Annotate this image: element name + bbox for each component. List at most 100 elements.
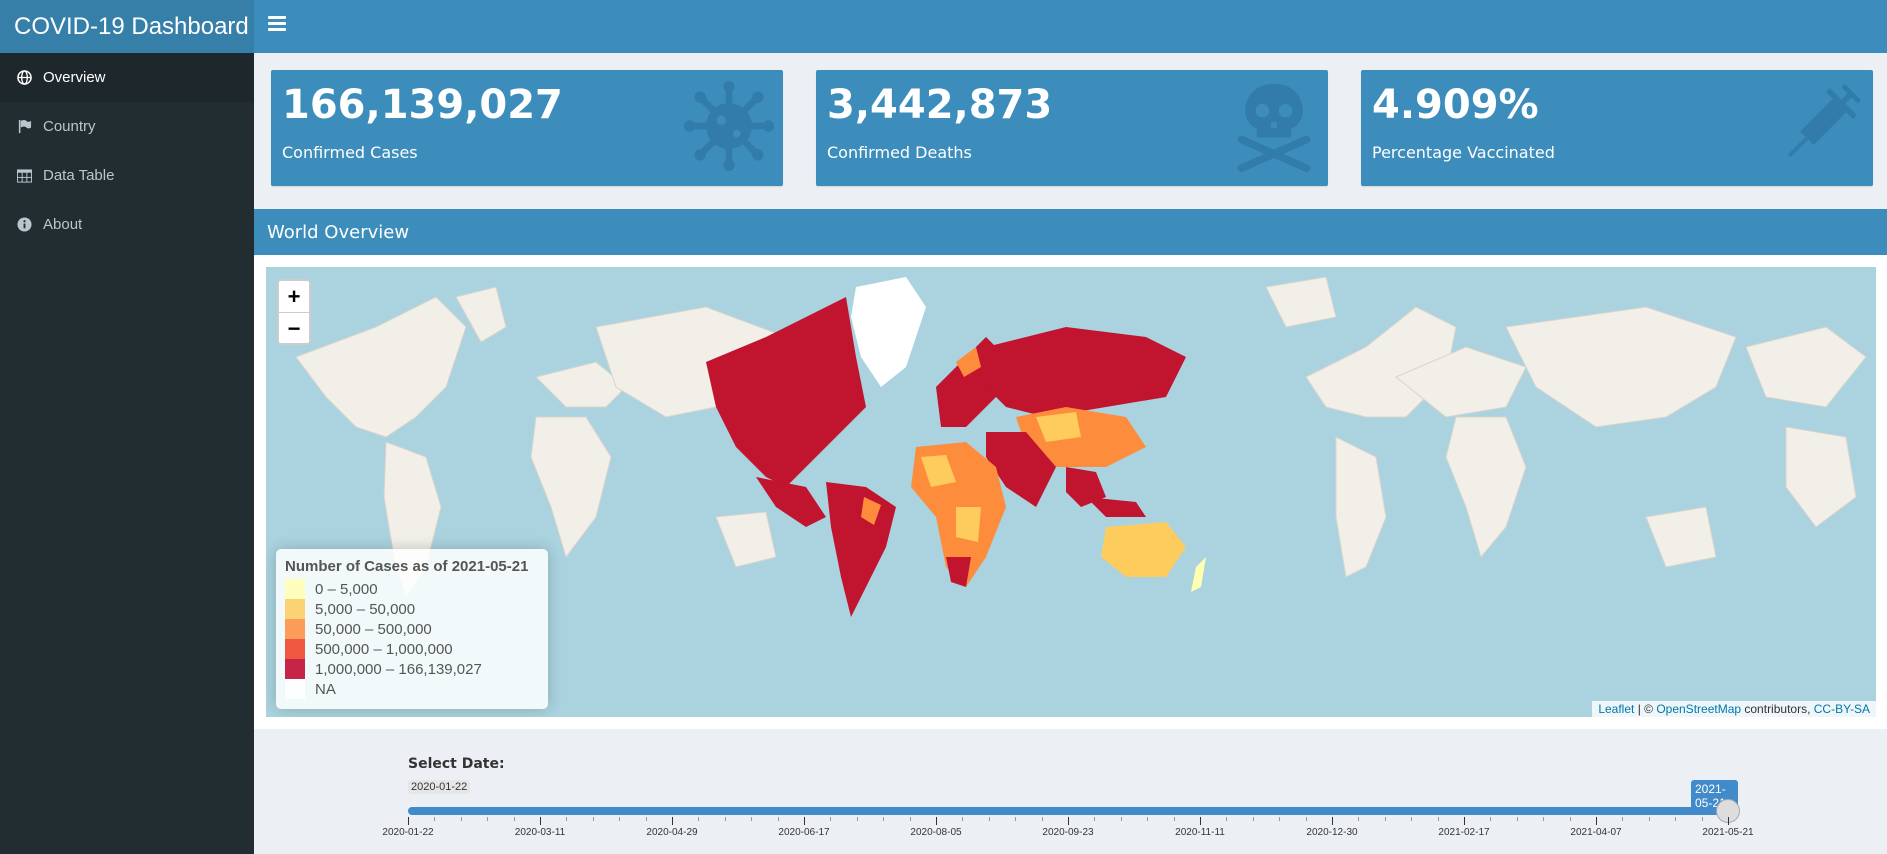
sidebar-item-overview[interactable]: Overview (0, 53, 254, 102)
legend-label: 50,000 – 500,000 (315, 620, 432, 638)
leaflet-link[interactable]: Leaflet (1598, 702, 1635, 716)
slider-major-tick (1464, 817, 1465, 825)
sidebar-item-about[interactable]: About (0, 200, 254, 249)
sidebar-toggle-icon[interactable] (268, 16, 286, 34)
slider-minor-tick (1411, 817, 1413, 821)
sidebar-item-label: About (43, 216, 83, 233)
sidebar-item-data-table[interactable]: Data Table (0, 151, 254, 200)
sidebar-item-label: Country (43, 118, 96, 135)
slider-major-tick (1728, 817, 1729, 825)
slider-major-tick (1068, 817, 1069, 825)
slider-minor-tick (645, 817, 647, 821)
slider-minor-tick (856, 817, 858, 821)
slider-tick-label: 2021-04-07 (1570, 827, 1622, 838)
slider-minor-tick (883, 817, 885, 821)
slider-tick-label: 2020-11-11 (1175, 827, 1225, 838)
slider-tick-label: 2021-05-21 (1702, 827, 1754, 838)
world-map[interactable]: + − Number of Cases as of 2021-05-21 0 –… (266, 267, 1876, 717)
slider-tick-label: 2020-12-30 (1306, 827, 1358, 838)
valuebox-confirmed-cases: 166,139,027 Confirmed Cases (271, 70, 783, 186)
slider-minor-tick (962, 817, 964, 821)
slider-major-tick (1200, 817, 1201, 825)
slider-minor-tick (1015, 817, 1017, 821)
slider-tick-label: 2020-01-22 (382, 827, 434, 838)
valuebox-confirmed-deaths: 3,442,873 Confirmed Deaths (816, 70, 1328, 186)
valuebox-label: Confirmed Cases (282, 143, 418, 162)
slider-minor-tick (1384, 817, 1386, 821)
slider-minor-tick (909, 817, 911, 821)
slider-track[interactable] (408, 807, 1728, 815)
slider-minor-tick (1147, 817, 1149, 821)
legend-entry: NA (285, 679, 539, 699)
panel-title: World Overview (254, 209, 1887, 255)
slider-minor-tick (1490, 817, 1492, 821)
sidebar-item-label: Data Table (43, 167, 115, 184)
valuebox-label: Percentage Vaccinated (1372, 143, 1555, 162)
zoom-out-button[interactable]: − (287, 315, 301, 341)
app-title[interactable]: COVID-19 Dashboard (0, 0, 254, 53)
slider-major-tick (408, 817, 409, 825)
slider-minor-tick (592, 817, 594, 821)
slider-minor-tick (1305, 817, 1307, 821)
slider-tick-label: 2020-04-29 (646, 827, 698, 838)
slider-minor-tick (460, 817, 462, 821)
flag-icon (15, 118, 33, 136)
slider-minor-tick (619, 817, 621, 821)
valuebox-value: 166,139,027 (282, 82, 563, 128)
sidebar-item-country[interactable]: Country (0, 102, 254, 151)
slider-ticks: 2020-01-22 2020-03-11 2020-04-29 2020-06-17… (382, 817, 1754, 845)
slider-minor-tick (988, 817, 990, 821)
license-link[interactable]: CC-BY-SA (1813, 702, 1870, 716)
slider-minor-tick (566, 817, 568, 821)
legend-label: 500,000 – 1,000,000 (315, 640, 453, 658)
slider-minor-tick (1648, 817, 1650, 821)
slider-minor-tick (434, 817, 436, 821)
legend-label: 5,000 – 50,000 (315, 600, 416, 618)
slider-minor-tick (1226, 817, 1228, 821)
globe-icon (15, 69, 33, 87)
legend-entry: 5,000 – 50,000 (285, 599, 539, 619)
virus-icon (683, 80, 775, 172)
slider-tick-label: 2021-02-17 (1438, 827, 1490, 838)
openstreetmap-link[interactable]: OpenStreetMap (1656, 702, 1742, 716)
table-icon (15, 167, 33, 185)
valuebox-percentage-vaccinated: 4.909% Percentage Vaccinated (1361, 70, 1873, 186)
sidebar-item-label: Overview (43, 69, 106, 86)
slider-minor-tick (1279, 817, 1281, 821)
slider-minor-tick (1358, 817, 1360, 821)
slider-major-tick (1596, 817, 1597, 825)
info-icon (15, 216, 33, 234)
slider-minor-tick (1701, 817, 1703, 821)
slider-major-tick (804, 817, 805, 825)
attribution-separator: | © (1634, 702, 1657, 716)
legend-label: 0 – 5,000 (315, 580, 378, 598)
slider-minor-tick (487, 817, 489, 821)
legend-swatch (285, 579, 305, 599)
slider-tick-label: 2020-09-23 (1042, 827, 1094, 838)
slider-minor-tick (698, 817, 700, 821)
slider-minor-tick (724, 817, 726, 821)
slider-minor-tick (1094, 817, 1096, 821)
slider-minor-tick (513, 817, 515, 821)
slider-label: Select Date: (408, 756, 505, 772)
slider-fill (408, 807, 1728, 815)
legend-swatch (285, 659, 305, 679)
slider-major-tick (1332, 817, 1333, 825)
sidebar: Overview Country Data Table About (0, 53, 254, 854)
zoom-in-button[interactable]: + (279, 281, 309, 313)
legend-label: 1,000,000 – 166,139,027 (315, 660, 482, 678)
slider-minor-tick (1516, 817, 1518, 821)
slider-minor-tick (830, 817, 832, 821)
slider-minor-tick (1543, 817, 1545, 821)
legend-swatch (285, 679, 305, 699)
slider-minor-tick (1622, 817, 1624, 821)
slider-tick-label: 2020-08-05 (910, 827, 962, 838)
slider-tick-label: 2020-03-11 (514, 827, 566, 838)
skull-crossbones-icon (1237, 83, 1311, 173)
slider-minor-tick (1569, 817, 1571, 821)
legend-entry: 500,000 – 1,000,000 (285, 639, 539, 659)
slider-minor-tick (1173, 817, 1175, 821)
valuebox-value: 4.909% (1372, 82, 1539, 128)
legend-entry: 1,000,000 – 166,139,027 (285, 659, 539, 679)
attribution-contributors: contributors, (1741, 702, 1814, 716)
